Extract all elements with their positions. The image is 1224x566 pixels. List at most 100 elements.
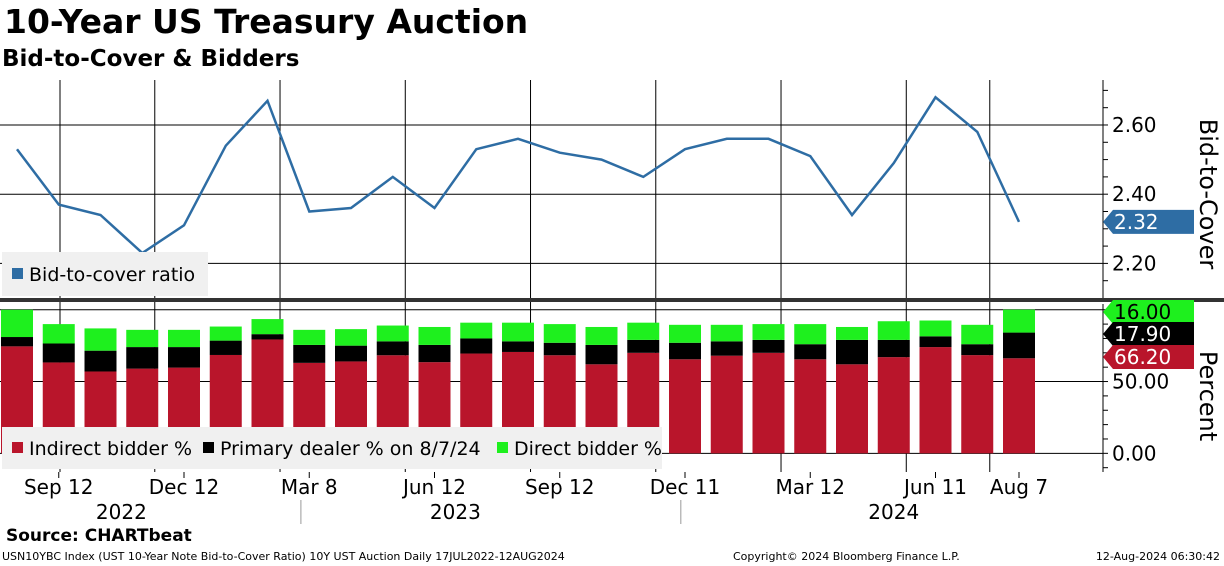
bar-segment-direct: [919, 320, 952, 337]
legend-swatch-dealer: [203, 442, 214, 453]
bar-segment-direct: [585, 326, 618, 345]
panel-divider: [0, 298, 1224, 302]
top-y-axis-title: Bid-to-Cover: [1194, 119, 1222, 270]
x-tick-label: Mar 12: [775, 475, 845, 499]
bar-segment-direct: [961, 324, 994, 345]
x-year-label: 2023: [430, 500, 481, 524]
x-tick-label: Dec 11: [650, 475, 721, 499]
bar-segment-direct: [168, 329, 200, 348]
bar-segment-dealer: [251, 334, 284, 340]
bar-segment-dealer: [293, 344, 326, 363]
legend-swatch-bid-to-cover: [12, 268, 23, 279]
bar-segment-dealer: [585, 344, 618, 365]
bottom-y-tick-label: 50.00: [1112, 370, 1169, 394]
bar-segment-dealer: [376, 341, 409, 356]
bar-segment-dealer: [42, 343, 75, 363]
bar-segment-direct: [126, 329, 159, 348]
last-value-direct: 16.00: [1114, 300, 1171, 324]
x-tick-label: Dec 12: [149, 475, 220, 499]
bar-segment-indirect: [669, 359, 701, 454]
bar-segment-direct: [42, 324, 75, 344]
bid-to-cover-line: [16, 95, 1021, 255]
x-year-label: 2022: [96, 500, 147, 524]
bar-segment-indirect: [961, 355, 994, 454]
source-note: Source: CHARTbeat: [6, 526, 192, 546]
timestamp: 12-Aug-2024 06:30:42: [1095, 550, 1220, 563]
bar-segment-dealer: [209, 340, 242, 355]
bar-segment-dealer: [752, 339, 785, 353]
bar-segment-indirect: [1003, 358, 1035, 454]
index-info: USN10YBC Index (UST 10-Year Note Bid-to-…: [2, 550, 565, 563]
bar-segment-indirect: [752, 352, 785, 454]
copyright: Copyright© 2024 Bloomberg Finance L.P.: [733, 550, 960, 563]
bar-segment-direct: [293, 329, 326, 345]
legend-label-indirect: Indirect bidder %: [29, 438, 192, 460]
bar-segment-dealer: [877, 339, 910, 358]
last-value-dealer: 17.90: [1114, 322, 1171, 346]
bar-segment-direct: [836, 326, 868, 340]
bar-segment-direct: [418, 326, 451, 345]
bottom-legend-box: [2, 427, 662, 469]
bar-segment-direct: [543, 324, 576, 343]
top-legend-box: [2, 252, 208, 296]
bar-segment-dealer: [126, 347, 159, 369]
bar-segment-indirect: [919, 347, 952, 454]
bar-segment-direct: [335, 329, 367, 346]
bar-segment-dealer: [919, 336, 952, 348]
x-tick-label: Aug 7: [990, 475, 1048, 499]
bar-segment-direct: [1, 309, 33, 338]
bar-segment-direct: [1003, 309, 1035, 333]
bottom-y-tick-label: 0.00: [1112, 441, 1157, 465]
x-tick-label: Mar 8: [281, 475, 338, 499]
bar-segment-dealer: [961, 344, 994, 356]
bar-segment-dealer: [1, 337, 33, 347]
last-value-direct-bg: [1103, 300, 1194, 324]
bar-segment-direct: [877, 321, 910, 340]
legend-label-dealer: Primary dealer % on 8/7/24: [220, 438, 481, 460]
bar-segment-direct: [669, 324, 701, 343]
last-value-bid-to-cover: 2.32: [1114, 210, 1159, 234]
bar-segment-direct: [794, 324, 827, 345]
bar-segment-dealer: [669, 342, 701, 360]
top-y-tick-label: 2.20: [1112, 251, 1157, 275]
bar-segment-dealer: [543, 342, 576, 356]
legend-swatch-indirect: [12, 442, 23, 453]
last-value-bid-to-cover-bg: [1103, 209, 1194, 234]
x-tick-label: Jun 12: [401, 475, 466, 499]
bar-segment-indirect: [794, 359, 827, 454]
legend-label-direct: Direct bidder %: [514, 438, 662, 460]
bar-segment-indirect: [836, 364, 868, 454]
x-tick-label: Jun 11: [902, 475, 967, 499]
chart-title: 10-Year US Treasury Auction: [4, 2, 529, 41]
bar-segment-direct: [460, 322, 493, 339]
last-value-indirect-bg: [1103, 345, 1194, 369]
bar-segment-indirect: [877, 357, 910, 454]
bar-segment-dealer: [836, 339, 868, 365]
bar-segment-dealer: [168, 347, 200, 368]
bar-segment-direct: [376, 325, 409, 342]
bar-segment-direct: [752, 324, 785, 340]
bottom-y-axis-title: Percent: [1194, 351, 1222, 441]
bar-segment-dealer: [418, 344, 451, 363]
bar-segment-indirect: [710, 355, 743, 454]
x-tick-label: Sep 12: [24, 475, 94, 499]
top-y-tick-label: 2.40: [1112, 182, 1157, 206]
bar-segment-dealer: [335, 345, 367, 362]
x-tick-label: Sep 12: [525, 475, 595, 499]
bar-segment-dealer: [710, 341, 743, 356]
bar-segment-dealer: [627, 339, 660, 353]
bar-segment-direct: [502, 322, 534, 342]
bar-segment-dealer: [794, 344, 827, 360]
legend-label-bid-to-cover: Bid-to-cover ratio: [29, 264, 195, 286]
last-value-indirect: 66.20: [1114, 345, 1171, 369]
bar-segment-dealer: [1003, 332, 1035, 359]
top-y-tick-label: 2.60: [1112, 113, 1157, 137]
bar-segment-direct: [627, 322, 660, 340]
bar-segment-direct: [251, 319, 284, 335]
bar-segment-dealer: [460, 338, 493, 354]
chart-subtitle: Bid-to-Cover & Bidders: [2, 46, 300, 72]
bar-segment-dealer: [502, 341, 534, 352]
x-year-label: 2024: [868, 500, 919, 524]
bar-segment-dealer: [84, 350, 117, 372]
